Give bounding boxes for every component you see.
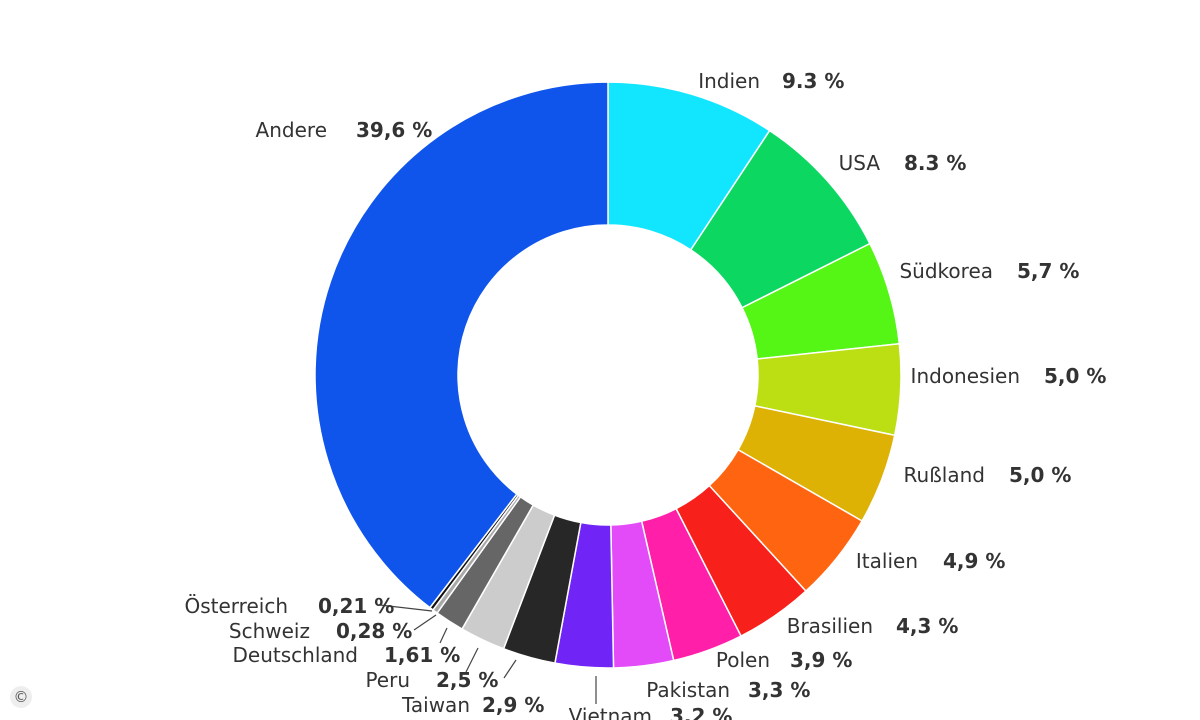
- slice-value-italien: 4,9 %: [943, 549, 1005, 573]
- slice-value-schweiz: 0,28 %: [336, 619, 412, 643]
- slice-andere: [314, 81, 609, 609]
- slice-label-peru: Peru: [365, 668, 410, 692]
- slice-value-deutschland: 1,61 %: [384, 643, 460, 667]
- slice-label-deutschland: Deutschland: [233, 643, 359, 667]
- leader-line-taiwan: [503, 659, 517, 679]
- slice-value-peru: 2,5 %: [436, 668, 498, 692]
- slice-value-pakistan: 3,3 %: [748, 678, 810, 702]
- slice-label-vietnam: Vietnam: [569, 704, 652, 720]
- slice-label-indien: Indien: [698, 69, 760, 93]
- slice-label-polen: Polen: [716, 648, 770, 672]
- slice-label-usa: USA: [839, 151, 881, 175]
- slice-value-russland: 5,0 %: [1009, 463, 1071, 487]
- slice-label-indonesien: Indonesien: [911, 364, 1020, 388]
- slice-label-oesterreich: Österreich: [185, 594, 289, 618]
- slice-value-taiwan: 2,9 %: [482, 693, 544, 717]
- slice-value-suedkorea: 5,7 %: [1017, 259, 1079, 283]
- slice-value-vietnam: 3,2 %: [670, 704, 732, 720]
- slice-label-schweiz: Schweiz: [229, 619, 310, 643]
- slice-label-brasilien: Brasilien: [787, 614, 873, 638]
- slice-label-pakistan: Pakistan: [646, 678, 730, 702]
- leader-line-schweiz: [413, 614, 437, 631]
- slice-value-usa: 8.3 %: [904, 151, 966, 175]
- slice-label-russland: Rußland: [904, 463, 985, 487]
- slice-value-brasilien: 4,3 %: [896, 614, 958, 638]
- copyright-icon: ©: [10, 686, 32, 708]
- leader-line-oesterreich: [379, 604, 433, 612]
- slice-value-andere: 39,6 %: [356, 118, 432, 142]
- slice-label-andere: Andere: [256, 118, 327, 142]
- slice-value-indien: 9.3 %: [782, 69, 844, 93]
- slice-label-italien: Italien: [856, 549, 918, 573]
- slice-label-suedkorea: Südkorea: [899, 259, 993, 283]
- leader-line-peru: [465, 647, 479, 673]
- slice-value-indonesien: 5,0 %: [1044, 364, 1106, 388]
- slice-value-oesterreich: 0,21 %: [318, 594, 394, 618]
- slice-label-taiwan: Taiwan: [401, 693, 470, 717]
- leader-line-deutschland: [439, 627, 448, 644]
- slice-value-polen: 3,9 %: [790, 648, 852, 672]
